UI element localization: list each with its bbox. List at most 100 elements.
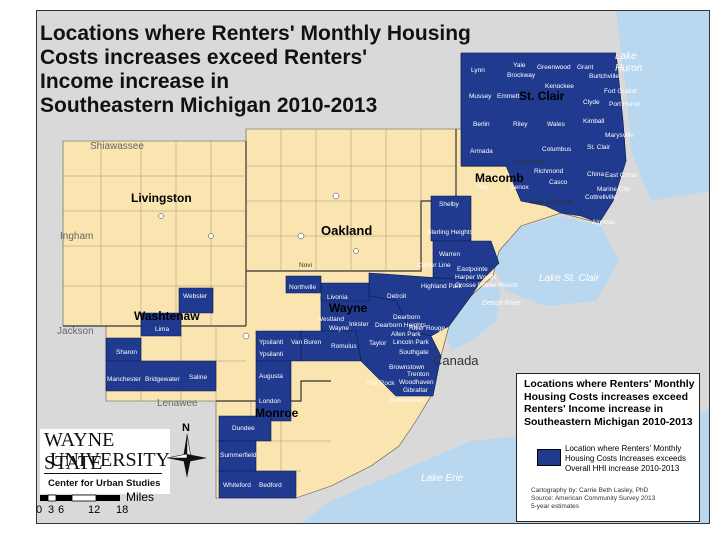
water-label-lake-stclair: Lake St. Clair [539,273,600,284]
place-china: China [587,171,604,178]
place-augusta: Augusta [259,373,283,380]
place-ypsilanti: Ypsilanti [259,339,284,346]
place-brownstown-south: Brownstown [389,397,425,404]
place-inkster: Inkster [349,321,369,328]
place-grant: Grant [577,64,594,71]
place-warren: Warren [439,251,461,258]
place-richmond-twp: Richmond [534,168,564,175]
legend: Locations where Renters' Monthly Housing… [516,373,700,522]
place-kenockee: Kenockee [545,83,574,90]
scale-unit: Miles [126,490,155,504]
tract-south-washtenaw [105,360,217,392]
place-allen-park: Allen Park [391,331,421,338]
place-woodhaven: Woodhaven [399,379,434,386]
county-label-stclair: St. Clair [519,89,565,103]
place-lincoln-park: Lincoln Park [393,339,429,346]
place-lenox: Lenox [511,184,529,191]
place-cottrellville: Cottrellville [585,194,617,201]
place-armada: Armada [470,148,493,155]
place-center-line: Center Line [417,262,451,269]
country-label-canada: Canada [433,353,479,368]
place-brownstown: Brownstown [389,364,425,371]
place-grosse-pointe-woods: Grosse Pointe Woods [455,282,519,289]
county-label-macomb: Macomb [475,171,524,185]
lake-st-clair [493,216,619,306]
place-fort-gratiot: Fort Gratiot [604,88,637,95]
place-marine-city: Marine City [597,186,630,193]
scale-tick-3: 3 [48,504,55,516]
tract-stclair [460,52,627,224]
place-shelby: Shelby [439,201,459,208]
place-dearborn-heights: Dearborn Heights [375,322,426,329]
tract-livonia [320,282,370,302]
place-livonia: Livonia [327,294,348,301]
logo-line-3: Center for Urban Studies [48,478,161,489]
place-wayne-city: Wayne [329,325,349,332]
title-line-1: Locations where Renters' Monthly Housing [40,22,471,45]
place-westland: Westland [317,316,344,323]
place-romulus: Romulus [331,343,357,350]
place-river-rouge: River Rouge [409,325,446,332]
credit-source: Source: American Community Survey 2013 [531,495,656,502]
place-ypsilanti-twp: Ypsilanti [259,351,284,358]
place-dearborn: Dearborn [393,314,421,321]
county-label-jackson: Jackson [57,326,94,337]
place-detroit: Detroit [387,293,407,300]
place-lima: Lima [155,326,170,333]
county-label-lenawee: Lenawee [157,398,198,409]
place-bedford: Bedford [259,482,282,489]
tract-van-buren [300,330,362,362]
tract-warren [432,240,500,282]
credit-estimates: 5-year estimates [531,503,580,510]
place-webster: Webster [183,293,208,300]
place-ray: Ray [477,184,489,191]
place-eastpointe: Eastpointe [457,266,488,273]
county-label-wayne: Wayne [329,301,368,315]
tract-lima [140,312,182,337]
county-label-oakland: Oakland [321,223,373,238]
logo-rule [44,473,162,474]
lake-huron-text: Lake Huron [615,51,643,74]
place-northville: Northville [289,284,317,291]
scale-bar: Miles 0 3 6 12 18 [36,490,166,522]
place-burtchville: Burtchville [589,73,619,80]
place-sharon: Sharon [116,349,137,356]
place-dundee: Dundee [232,425,255,432]
place-st-clair: St. Clair [587,144,611,151]
county-label-washtenaw: Washtenaw [134,309,200,323]
place-sterling-heights: Sterling Heights [427,229,473,236]
county-label-livingston: Livingston [131,191,192,205]
place-riley: Riley [513,121,528,128]
place-southgate: Southgate [399,349,429,356]
wsu-logo: WAYNE STATE UNIVERSITY Center for Urban … [40,429,170,494]
place-kimball: Kimball [583,118,605,125]
place-manchester: Manchester [107,376,141,383]
place-van-buren: Van Buren [291,339,322,346]
place-harper-woods: Harper Woods [455,274,497,281]
place-flat-rock: Flat Rock [367,380,395,387]
county-label-shiawassee: Shiawassee [90,141,144,152]
place-saline: Saline [189,374,208,381]
place-gibraltar: Gibraltar [403,387,428,394]
place-novi: Novi [299,262,313,269]
county-label-ingham: Ingham [60,231,94,242]
logo-line-1: WAYNE STATE [44,429,115,474]
place-port-huron: Port Huron [609,101,641,108]
place-bridgewater: Bridgewater [145,376,180,383]
place-mussey: Mussey [469,93,492,100]
highlighted-tracts [105,52,627,499]
legend-title: Locations where Renters' Monthly Housing… [524,378,695,428]
place-summerfield: Summerfield [220,452,257,459]
place-yale: Yale [513,62,526,69]
title-line-2: Costs increases exceed Renters' [40,46,368,69]
map-title: Locations where Renters' Monthly Housing… [40,22,520,118]
place-brockway: Brockway [507,72,536,79]
logo-line-2: UNIVERSITY [50,449,170,471]
title-line-4: Southeastern Michigan 2010-2013 [40,94,378,117]
north-label: N [182,422,190,434]
place-wales: Wales [547,121,565,128]
place-columbus: Columbus [542,146,572,153]
place-lynn: Lynn [471,67,485,74]
credit-cartography: Cartography by: Carrie Beth Lasley, PhD [531,487,649,494]
place-new-baltimore: New Baltimore [531,199,574,206]
